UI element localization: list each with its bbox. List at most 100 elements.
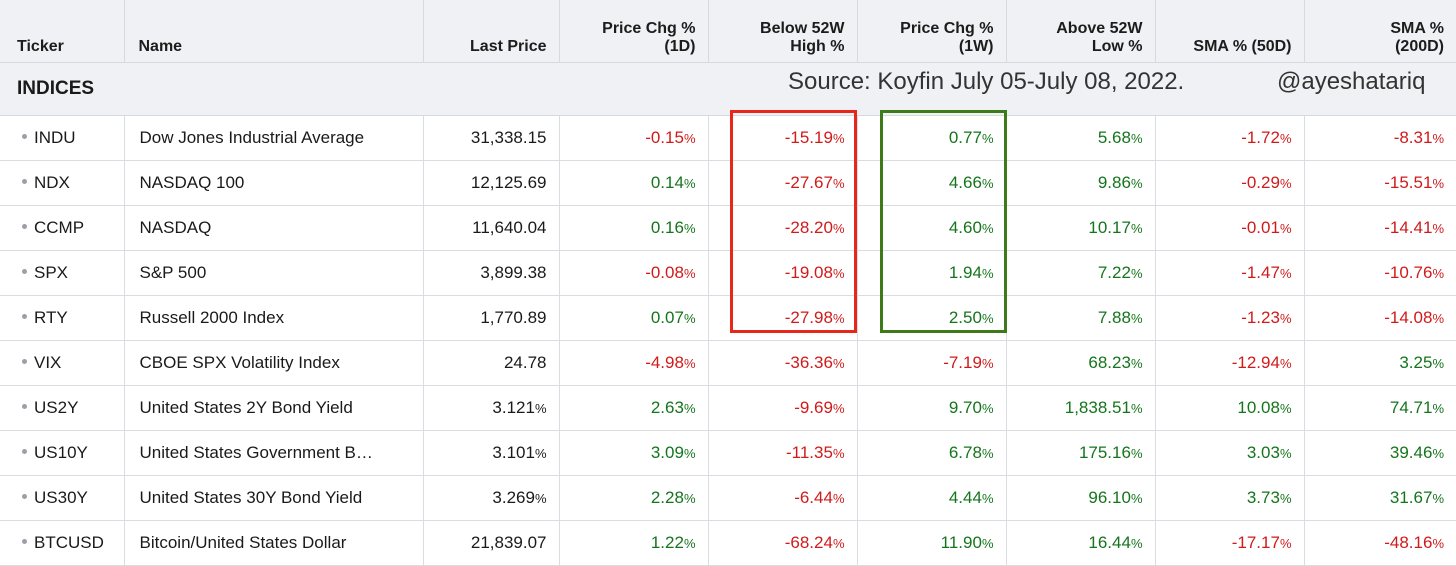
percent-value: 96.10 (1088, 488, 1131, 507)
percent-sign: % (981, 401, 994, 416)
instrument-name: CBOE SPX Volatility Index (123, 340, 423, 386)
col-header-ticker[interactable]: Ticker (0, 0, 124, 63)
percent-value: 11.90 (940, 533, 982, 552)
last-price-value: 3,899.38 (480, 263, 547, 282)
bullet-dot-icon (22, 494, 27, 500)
percent-sign: % (1432, 266, 1444, 281)
ticker-cell[interactable]: US10Y (0, 430, 124, 476)
bullet-dot-icon (22, 314, 27, 320)
above-52w-low-cell: 1,838.51% (1005, 385, 1155, 431)
percent-value: 7.22 (1097, 263, 1131, 282)
above-52w-low-cell: 96.10% (1005, 475, 1155, 521)
price-chg-1d-cell: 0.07% (558, 295, 708, 341)
ticker-cell[interactable]: CCMP (0, 205, 124, 251)
table-row[interactable]: VIX CBOE SPX Volatility Index 24.78 -4.98% -… (0, 340, 1456, 386)
sma-50d-cell: -17.17% (1154, 520, 1304, 566)
ticker-cell[interactable]: NDX (0, 160, 124, 206)
last-price-value: 1,770.89 (480, 308, 547, 327)
percent-sign: % (534, 491, 547, 506)
percent-sign: % (981, 131, 994, 146)
col-header-above-52w-low[interactable]: Above 52W Low % (1005, 0, 1155, 63)
col-header-price-chg-1w[interactable]: Price Chg % (1W) (856, 0, 1006, 63)
percent-value: 16.44 (1088, 533, 1131, 552)
sma-200d-cell: -14.08% (1303, 295, 1456, 341)
percent-value: 4.66 (948, 173, 982, 192)
table-row[interactable]: CCMP NASDAQ 11,640.04 0.16% -28.20% 4.60% 10.1… (0, 205, 1456, 251)
table-row[interactable]: RTY Russell 2000 Index 1,770.89 0.07% -27.98… (0, 295, 1456, 341)
percent-sign: % (1279, 536, 1292, 551)
col-header-last-price[interactable]: Last Price (422, 0, 559, 63)
ticker-cell[interactable]: BTCUSD (0, 520, 124, 566)
percent-value: -4.98 (645, 353, 684, 372)
table-row[interactable]: US30Y United States 30Y Bond Yield 3.269% 2… (0, 475, 1456, 521)
percent-value: 10.08 (1237, 398, 1280, 417)
last-price-value: 11,640.04 (472, 218, 547, 237)
percent-sign: % (1432, 221, 1444, 236)
below-52w-high-cell: -9.69% (707, 385, 857, 431)
last-price-value: 21,839.07 (470, 533, 547, 552)
ticker-cell[interactable]: INDU (0, 115, 124, 161)
ticker-symbol: US30Y (34, 488, 88, 507)
percent-value: -48.16 (1384, 533, 1433, 552)
percent-sign: % (683, 131, 696, 146)
table-row[interactable]: SPX S&P 500 3,899.38 -0.08% -19.08% 1.94% 7.22… (0, 250, 1456, 296)
col-header-label: SMA % (50D) (1193, 38, 1292, 55)
price-chg-1w-highlight-box (880, 110, 1007, 333)
section-row: INDICES (0, 62, 1456, 116)
percent-value: 0.14 (650, 173, 684, 192)
col-header-sma-200d[interactable]: SMA % (200D) (1303, 0, 1456, 63)
last-price-value: 24.78 (503, 353, 547, 372)
col-header-sma-50d[interactable]: SMA % (50D) (1154, 0, 1304, 63)
ticker-cell[interactable]: US2Y (0, 385, 124, 431)
col-header-below-52w-high[interactable]: Below 52W High % (707, 0, 857, 63)
percent-value: 9.86 (1097, 173, 1131, 192)
table-row[interactable]: INDU Dow Jones Industrial Average 31,338.1… (0, 115, 1456, 161)
col-header-price-chg-1d[interactable]: Price Chg % (1D) (558, 0, 708, 63)
percent-value: 74.71 (1389, 398, 1433, 417)
percent-value: -0.08 (645, 263, 684, 282)
percent-sign: % (1279, 491, 1292, 506)
percent-value: 1.22 (650, 533, 684, 552)
section-title[interactable]: INDICES (17, 78, 95, 99)
last-price-value: 3.101 (492, 443, 535, 462)
last-price-cell: 3.121% (422, 385, 559, 431)
percent-value: 3.03 (1246, 443, 1280, 462)
percent-value: 2.28 (650, 488, 684, 507)
percent-sign: % (981, 491, 994, 506)
ticker-cell[interactable]: RTY (0, 295, 124, 341)
percent-value: 68.23 (1088, 353, 1131, 372)
ticker-cell[interactable]: US30Y (0, 475, 124, 521)
percent-sign: % (1279, 131, 1292, 146)
percent-sign: % (981, 266, 994, 281)
table-row[interactable]: US10Y United States Government B… 3.101% 3.… (0, 430, 1456, 476)
above-52w-low-cell: 68.23% (1005, 340, 1155, 386)
percent-sign: % (981, 356, 994, 371)
percent-sign: % (981, 311, 994, 326)
last-price-cell: 21,839.07 (422, 520, 559, 566)
table-row[interactable]: NDX NASDAQ 100 12,125.69 0.14% -27.67% 4.66% 9… (0, 160, 1456, 206)
table-row[interactable]: BTCUSD Bitcoin/United States Dollar 21,839… (0, 520, 1456, 566)
percent-value: -7.19 (943, 353, 982, 372)
sma-200d-cell: -15.51% (1303, 160, 1456, 206)
percent-sign: % (683, 536, 696, 551)
percent-value: 9.70 (948, 398, 982, 417)
ticker-symbol: CCMP (34, 218, 85, 237)
author-handle: @ayeshatariq (1277, 68, 1426, 95)
percent-sign: % (1130, 446, 1143, 461)
percent-value: -8.31 (1393, 128, 1433, 147)
ticker-cell[interactable]: VIX (0, 340, 124, 386)
header-row: Ticker Name Last Price Price Chg % (1D) B… (0, 0, 1456, 63)
table-row[interactable]: US2Y United States 2Y Bond Yield 3.121% 2.6… (0, 385, 1456, 431)
bullet-dot-icon (22, 269, 27, 275)
percent-value: 5.68 (1097, 128, 1131, 147)
percent-value: 6.78 (948, 443, 982, 462)
sma-200d-cell: 31.67% (1303, 475, 1456, 521)
percent-value: 31.67 (1389, 488, 1433, 507)
ticker-cell[interactable]: SPX (0, 250, 124, 296)
price-chg-1d-cell: -0.08% (558, 250, 708, 296)
col-header-name[interactable]: Name (123, 0, 423, 63)
percent-value: 0.77 (948, 128, 982, 147)
ticker-symbol: BTCUSD (34, 533, 104, 552)
